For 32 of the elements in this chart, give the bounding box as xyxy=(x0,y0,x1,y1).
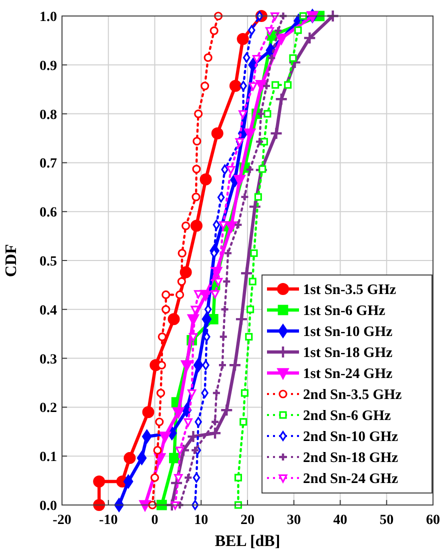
x-tick-label: 60 xyxy=(426,513,440,528)
legend-label: 1st Sn-10 GHz xyxy=(303,324,393,340)
y-tick-label: 0.9 xyxy=(40,58,57,74)
y-axis-title: CDF xyxy=(3,244,20,277)
y-tick-label: 0.4 xyxy=(40,303,57,318)
y-tick-label: 0.3 xyxy=(40,352,57,368)
y-tick-label: 0.1 xyxy=(40,450,57,466)
legend-label: 2nd Sn-10 GHz xyxy=(303,429,399,445)
y-tick-label: 0.0 xyxy=(40,499,57,514)
legend-label: 2nd Sn-24 GHz xyxy=(303,471,399,487)
legend-label: 1st Sn-18 GHz xyxy=(303,345,393,361)
x-tick-label: 0 xyxy=(151,513,158,528)
y-tick-label: 0.7 xyxy=(40,156,57,172)
legend-label: 1st Sn-6 GHz xyxy=(303,303,386,319)
y-tick-label: 0.5 xyxy=(40,254,57,270)
y-tick-label: 0.8 xyxy=(40,108,57,123)
y-tick-label: 0.6 xyxy=(40,206,57,221)
x-tick-label: 10 xyxy=(194,513,208,528)
x-tick-label: -20 xyxy=(52,513,72,528)
y-tick-label: 1.0 xyxy=(40,10,57,25)
y-tick-label: 0.2 xyxy=(40,401,57,416)
legend-label: 1st Sn-3.5 GHz xyxy=(303,282,397,298)
legend-label: 1st Sn-24 GHz xyxy=(303,366,393,382)
x-tick-label: -10 xyxy=(99,513,118,528)
x-axis-title: BEL [dB] xyxy=(214,533,280,550)
x-tick-label: 40 xyxy=(333,513,348,528)
legend-label: 2nd Sn-6 GHz xyxy=(303,408,392,424)
x-tick-label: 50 xyxy=(380,513,394,528)
legend-label: 2nd Sn-3.5 GHz xyxy=(303,387,402,403)
legend-label: 2nd Sn-18 GHz xyxy=(303,450,399,466)
x-tick-label: 20 xyxy=(240,513,254,528)
x-tick-label: 30 xyxy=(286,513,301,528)
